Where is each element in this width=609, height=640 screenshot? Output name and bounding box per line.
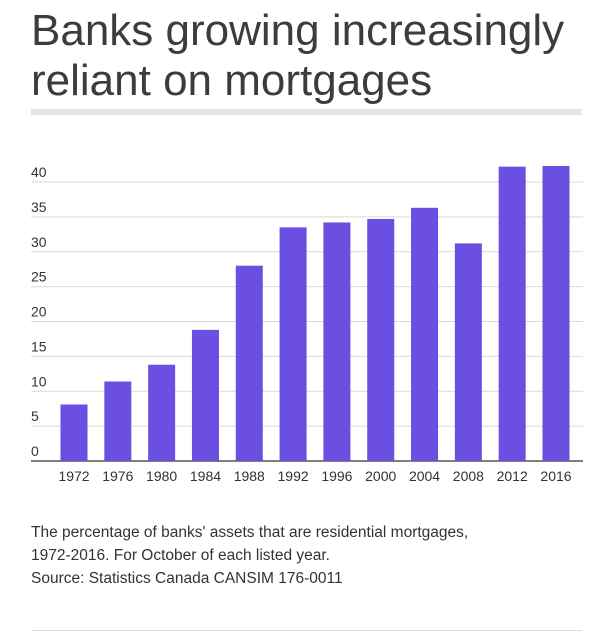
bar-2016 bbox=[542, 165, 570, 461]
caption-line-2: 1972-2016. For October of each listed ye… bbox=[31, 547, 330, 564]
y-tick-label: 20 bbox=[31, 304, 47, 320]
bar-2004 bbox=[411, 207, 439, 461]
chart-caption: The percentage of banks' assets that are… bbox=[31, 521, 591, 590]
caption-line-1: The percentage of banks' assets that are… bbox=[31, 524, 469, 541]
bar-2008 bbox=[454, 243, 482, 461]
x-tick-label: 1976 bbox=[102, 468, 133, 484]
bottom-divider bbox=[31, 630, 582, 631]
x-tick-label: 2004 bbox=[409, 468, 440, 484]
y-tick-label: 25 bbox=[31, 269, 47, 285]
x-tick-label: 2012 bbox=[497, 468, 528, 484]
x-tick-label: 1988 bbox=[234, 468, 265, 484]
title-divider bbox=[31, 109, 582, 115]
bar-2000 bbox=[367, 218, 395, 461]
chart-title: Banks growing increasingly reliant on mo… bbox=[31, 6, 565, 105]
bar-1976 bbox=[104, 381, 132, 461]
x-axis-ticks: 1972 1976 1980 1984 1988 1992 1996 2000 2004 2008… bbox=[58, 468, 571, 484]
x-tick-label: 2016 bbox=[540, 468, 571, 484]
x-tick-label: 1992 bbox=[278, 468, 309, 484]
bar-1988 bbox=[235, 265, 263, 461]
y-tick-label: 35 bbox=[31, 199, 47, 215]
bar-chart: 0 5 10 15 20 25 30 35 40 1972 1976 1980 1984 1988 199… bbox=[31, 164, 583, 484]
bars bbox=[60, 165, 570, 461]
bar-1972 bbox=[60, 404, 88, 461]
y-tick-label: 30 bbox=[31, 234, 47, 250]
bar-1980 bbox=[148, 364, 176, 461]
x-tick-label: 1980 bbox=[146, 468, 177, 484]
x-tick-label: 1972 bbox=[58, 468, 89, 484]
bar-1984 bbox=[191, 329, 219, 461]
bar-2012 bbox=[498, 166, 526, 461]
y-tick-label: 5 bbox=[31, 408, 39, 424]
y-tick-label: 40 bbox=[31, 164, 47, 180]
y-tick-label: 0 bbox=[31, 443, 39, 459]
x-tick-label: 1996 bbox=[321, 468, 352, 484]
y-axis-ticks: 0 5 10 15 20 25 30 35 40 bbox=[31, 164, 47, 459]
bar-1996 bbox=[323, 222, 351, 461]
y-tick-label: 15 bbox=[31, 338, 47, 354]
y-tick-label: 10 bbox=[31, 373, 47, 389]
bar-1992 bbox=[279, 227, 307, 461]
caption-source: Source: Statistics Canada CANSIM 176-001… bbox=[31, 570, 343, 587]
x-tick-label: 2008 bbox=[453, 468, 484, 484]
x-tick-label: 2000 bbox=[365, 468, 396, 484]
x-tick-label: 1984 bbox=[190, 468, 221, 484]
